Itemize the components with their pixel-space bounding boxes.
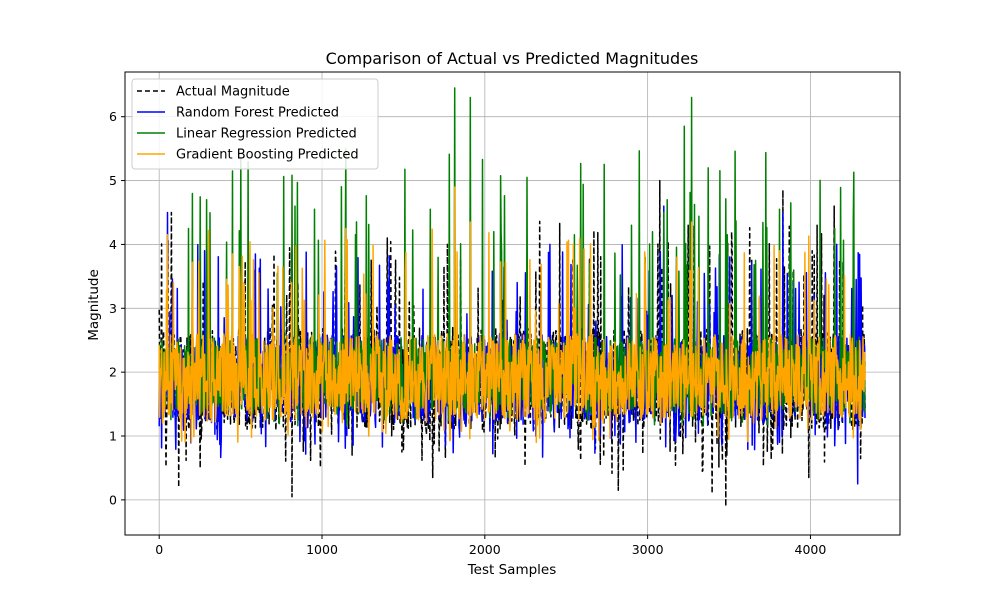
y-tick-label: 2 bbox=[109, 365, 117, 380]
series-line-4 bbox=[158, 186, 866, 444]
x-tick-label: 0 bbox=[155, 542, 163, 557]
x-tick-label: 1000 bbox=[306, 542, 338, 557]
y-tick-label: 0 bbox=[109, 492, 117, 507]
legend-box bbox=[131, 78, 379, 170]
legend-label: Random Forest Predicted bbox=[176, 106, 339, 121]
x-tick-label: 4000 bbox=[795, 542, 827, 557]
y-axis-label: Magnitude bbox=[86, 269, 102, 341]
legend-label: Actual Magnitude bbox=[176, 85, 290, 100]
y-tick-label: 4 bbox=[109, 237, 117, 252]
ticks: 0 1000 2000 3000 4000 0 1 2 3 4 5 6 bbox=[109, 109, 826, 557]
y-tick-label: 3 bbox=[109, 301, 117, 316]
x-tick-label: 2000 bbox=[469, 542, 501, 557]
chart-title: Comparison of Actual vs Predicted Magnit… bbox=[326, 49, 699, 68]
x-tick-label: 3000 bbox=[632, 542, 664, 557]
legend-label: Linear Regression Predicted bbox=[176, 127, 357, 142]
series-group bbox=[158, 87, 866, 508]
x-axis-label: Test Samples bbox=[467, 562, 557, 578]
legend-label: Gradient Boosting Predicted bbox=[176, 148, 359, 163]
y-tick-label: 1 bbox=[109, 429, 117, 444]
y-tick-label: 6 bbox=[109, 109, 117, 124]
legend: Actual Magnitude Random Forest Predicted L… bbox=[131, 78, 379, 170]
plot-frame bbox=[124, 71, 901, 536]
y-tick-label: 5 bbox=[109, 173, 117, 188]
